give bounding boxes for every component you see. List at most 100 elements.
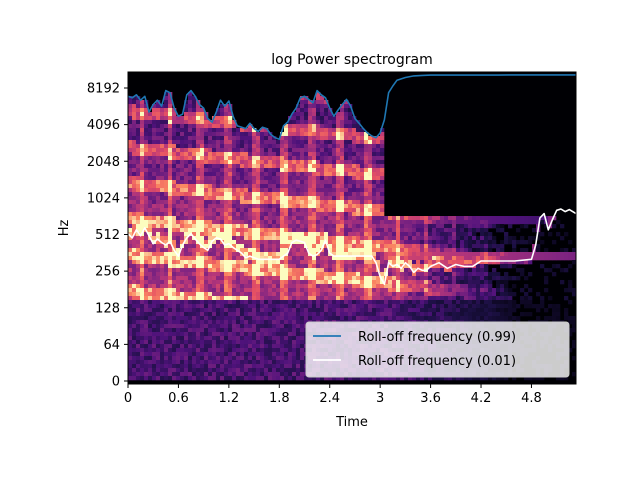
heatmap-cell — [372, 180, 377, 185]
heatmap-cell — [256, 152, 261, 157]
heatmap-cell — [216, 148, 221, 153]
heatmap-cell — [164, 100, 169, 105]
heatmap-cell — [236, 168, 241, 173]
heatmap-cell — [192, 260, 197, 265]
heatmap-cell — [376, 220, 381, 225]
heatmap-cell — [320, 116, 325, 121]
heatmap-cell — [268, 300, 273, 305]
heatmap-cell — [420, 248, 425, 253]
heatmap-cell — [312, 216, 317, 221]
heatmap-cell — [380, 312, 385, 317]
heatmap-cell — [288, 188, 293, 193]
heatmap-cell — [132, 204, 137, 209]
heatmap-cell — [320, 120, 325, 125]
heatmap-cell — [204, 148, 209, 153]
heatmap-cell — [236, 128, 241, 133]
heatmap-cell — [164, 140, 169, 145]
heatmap-cell — [220, 196, 225, 201]
heatmap-cell — [352, 256, 357, 261]
heatmap-cell — [364, 260, 369, 265]
heatmap-cell — [200, 220, 205, 225]
heatmap-cell — [280, 284, 285, 289]
heatmap-cell — [448, 276, 453, 281]
heatmap-cell — [340, 224, 345, 229]
heatmap-cell — [248, 284, 253, 289]
heatmap-cell — [336, 180, 341, 185]
heatmap-cell — [264, 208, 269, 213]
heatmap-cell — [260, 376, 265, 381]
heatmap-cell — [296, 152, 301, 157]
heatmap-cell — [216, 184, 221, 189]
heatmap-cell — [392, 284, 397, 289]
heatmap-cell — [244, 288, 249, 293]
heatmap-cell — [444, 300, 449, 305]
heatmap-cell — [380, 160, 385, 165]
heatmap-cell — [288, 372, 293, 377]
heatmap-cell — [264, 272, 269, 277]
heatmap-cell — [364, 172, 369, 177]
heatmap-cell — [408, 216, 413, 221]
heatmap-cell — [168, 204, 173, 209]
heatmap-cell — [216, 160, 221, 165]
heatmap-cell — [300, 372, 305, 377]
heatmap-cell — [180, 212, 185, 217]
heatmap-cell — [344, 224, 349, 229]
heatmap-cell — [136, 248, 141, 253]
heatmap-cell — [176, 348, 181, 353]
heatmap-cell — [152, 236, 157, 241]
heatmap-cell — [172, 312, 177, 317]
heatmap-cell — [204, 116, 209, 121]
heatmap-cell — [312, 224, 317, 229]
heatmap-cell — [336, 236, 341, 241]
heatmap-cell — [440, 300, 445, 305]
heatmap-cell — [288, 204, 293, 209]
heatmap-cell — [360, 184, 365, 189]
heatmap-cell — [308, 312, 313, 317]
heatmap-cell — [212, 224, 217, 229]
heatmap-cell — [272, 348, 277, 353]
heatmap-cell — [256, 296, 261, 301]
heatmap-cell — [136, 188, 141, 193]
heatmap-cell — [200, 248, 205, 253]
heatmap-cell — [188, 300, 193, 305]
heatmap-cell — [196, 288, 201, 293]
heatmap-cell — [144, 144, 149, 149]
heatmap-cell — [344, 168, 349, 173]
heatmap-cell — [132, 112, 137, 117]
heatmap-cell — [424, 252, 429, 257]
heatmap-cell — [144, 356, 149, 361]
heatmap-cell — [344, 192, 349, 197]
heatmap-cell — [296, 260, 301, 265]
heatmap-cell — [156, 216, 161, 221]
heatmap-cell — [268, 224, 273, 229]
heatmap-cell — [308, 300, 313, 305]
heatmap-cell — [284, 232, 289, 237]
heatmap-cell — [364, 156, 369, 161]
heatmap-cell — [232, 248, 237, 253]
heatmap-cell — [252, 244, 257, 249]
heatmap-cell — [420, 308, 425, 313]
heatmap-cell — [296, 376, 301, 381]
heatmap-cell — [196, 272, 201, 277]
heatmap-cell — [388, 224, 393, 229]
heatmap-cell — [380, 288, 385, 293]
heatmap-cell — [128, 172, 133, 177]
heatmap-cell — [240, 304, 245, 309]
heatmap-cell — [324, 132, 329, 137]
heatmap-cell — [168, 108, 173, 113]
heatmap-cell — [208, 252, 213, 257]
heatmap-cell — [272, 288, 277, 293]
heatmap-cell — [220, 368, 225, 373]
heatmap-cell — [320, 316, 325, 321]
heatmap-cell — [184, 196, 189, 201]
heatmap-cell — [204, 164, 209, 169]
heatmap-cell — [292, 180, 297, 185]
heatmap-cell — [292, 296, 297, 301]
heatmap-cell — [376, 236, 381, 241]
heatmap-cell — [424, 264, 429, 269]
heatmap-cell — [300, 224, 305, 229]
heatmap-cell — [224, 308, 229, 313]
heatmap-cell — [416, 304, 421, 309]
heatmap-cell — [400, 248, 405, 253]
heatmap-cell — [348, 124, 353, 129]
